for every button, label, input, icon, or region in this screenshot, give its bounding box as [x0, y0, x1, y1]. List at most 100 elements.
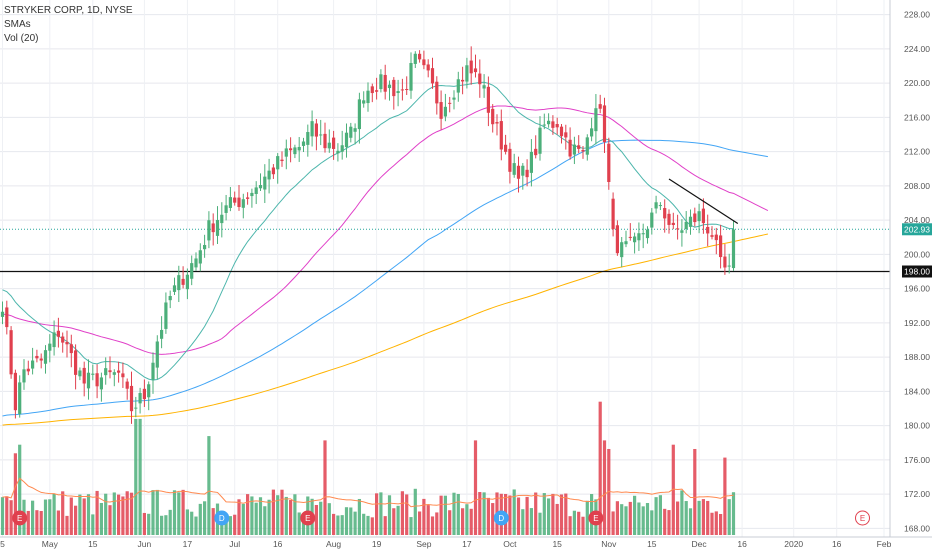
- volume-ma-line: [2, 477, 734, 508]
- volume-bar: [190, 511, 194, 535]
- candle-body: [396, 91, 400, 94]
- candle: [237, 184, 241, 211]
- candle-body: [516, 165, 521, 179]
- candle: [293, 144, 297, 159]
- volume-bar: [641, 506, 645, 535]
- candle-body: [48, 343, 52, 351]
- candle: [435, 76, 439, 115]
- candle: [332, 130, 336, 160]
- candle-body: [430, 68, 435, 84]
- candle: [327, 129, 331, 153]
- volume-bar: [125, 491, 129, 535]
- candle-body: [271, 167, 275, 175]
- candle-body: [413, 53, 417, 64]
- candle-body: [710, 235, 714, 237]
- candle-body: [671, 222, 675, 226]
- earnings-marker: E: [12, 510, 28, 526]
- candle-body: [52, 332, 56, 348]
- x-tick-label: 16: [832, 539, 842, 549]
- candle-body: [633, 236, 637, 243]
- candle: [448, 96, 452, 113]
- candle-body: [676, 228, 680, 230]
- candle-body: [276, 156, 280, 170]
- candle-body: [663, 208, 667, 219]
- y-tick-label: 224.00: [904, 44, 930, 54]
- candle: [624, 230, 628, 248]
- candle-body: [319, 134, 323, 136]
- marker-label: E: [860, 514, 865, 523]
- volume-bar: [366, 515, 370, 535]
- volume-bar: [667, 510, 671, 535]
- volume-bar: [13, 453, 17, 535]
- candle-body: [697, 211, 701, 222]
- volume-bar: [697, 500, 701, 535]
- candle: [727, 253, 731, 274]
- candle-body: [0, 311, 5, 317]
- candle-body: [250, 192, 254, 197]
- candle-body: [405, 88, 409, 90]
- candle: [512, 153, 516, 178]
- volume-bar: [710, 512, 714, 535]
- candle: [82, 361, 86, 397]
- candle-body: [86, 372, 91, 389]
- candle-body: [117, 370, 121, 373]
- candle: [203, 234, 207, 258]
- candle-body: [172, 285, 177, 292]
- candle-body: [529, 151, 533, 173]
- candle: [607, 137, 611, 190]
- last-price-tag-text: 202.93: [904, 224, 930, 234]
- candle-body: [95, 373, 99, 387]
- candle-body: [370, 86, 374, 94]
- candle-body: [392, 79, 396, 97]
- sma-200-line: [2, 233, 769, 426]
- candle: [172, 277, 177, 296]
- candle: [615, 220, 619, 256]
- candle-body: [142, 388, 146, 400]
- volume-bar: [405, 494, 409, 535]
- volume-bar: [69, 497, 73, 535]
- candle: [99, 372, 103, 402]
- symbol-title: STRYKER CORP, 1D, NYSE: [4, 5, 133, 16]
- volume-bar: [615, 501, 619, 535]
- volume-bar: [61, 491, 65, 535]
- sma-legend: SMAs: [4, 19, 31, 30]
- candle-body: [289, 148, 293, 151]
- volume-bar: [104, 493, 108, 535]
- candle: [362, 91, 366, 108]
- dividend-marker: D: [493, 510, 509, 526]
- volume-bar: [688, 508, 693, 535]
- candle-body: [684, 221, 688, 230]
- candle: [48, 334, 52, 363]
- candle-body: [168, 296, 172, 301]
- candle-body: [426, 64, 430, 71]
- candle-body: [564, 132, 568, 138]
- candle: [564, 124, 568, 150]
- volume-bar: [581, 516, 585, 535]
- y-tick-label: 196.00: [904, 284, 930, 294]
- candle-body: [577, 145, 581, 149]
- volume-bar: [78, 494, 82, 535]
- candle-body: [654, 202, 658, 209]
- volume-bar: [39, 510, 43, 535]
- candle-body: [538, 127, 542, 154]
- x-tick-label: 15: [88, 539, 98, 549]
- candle-body: [667, 213, 671, 225]
- candle-body: [611, 198, 615, 230]
- candle-body: [203, 244, 207, 250]
- volume-bar: [521, 509, 525, 535]
- volume-bar: [602, 440, 607, 535]
- candle: [86, 359, 91, 400]
- volume-bar: [65, 515, 69, 535]
- candle: [104, 357, 108, 385]
- candle-body: [645, 229, 650, 239]
- volume-bar: [35, 510, 39, 535]
- candle: [529, 139, 533, 187]
- marker-label: D: [498, 514, 504, 523]
- volume-bar: [611, 511, 615, 535]
- candle-body: [241, 199, 245, 208]
- candle: [121, 362, 125, 388]
- candle: [164, 292, 168, 334]
- volume-bar: [392, 508, 396, 535]
- candle: [409, 52, 413, 99]
